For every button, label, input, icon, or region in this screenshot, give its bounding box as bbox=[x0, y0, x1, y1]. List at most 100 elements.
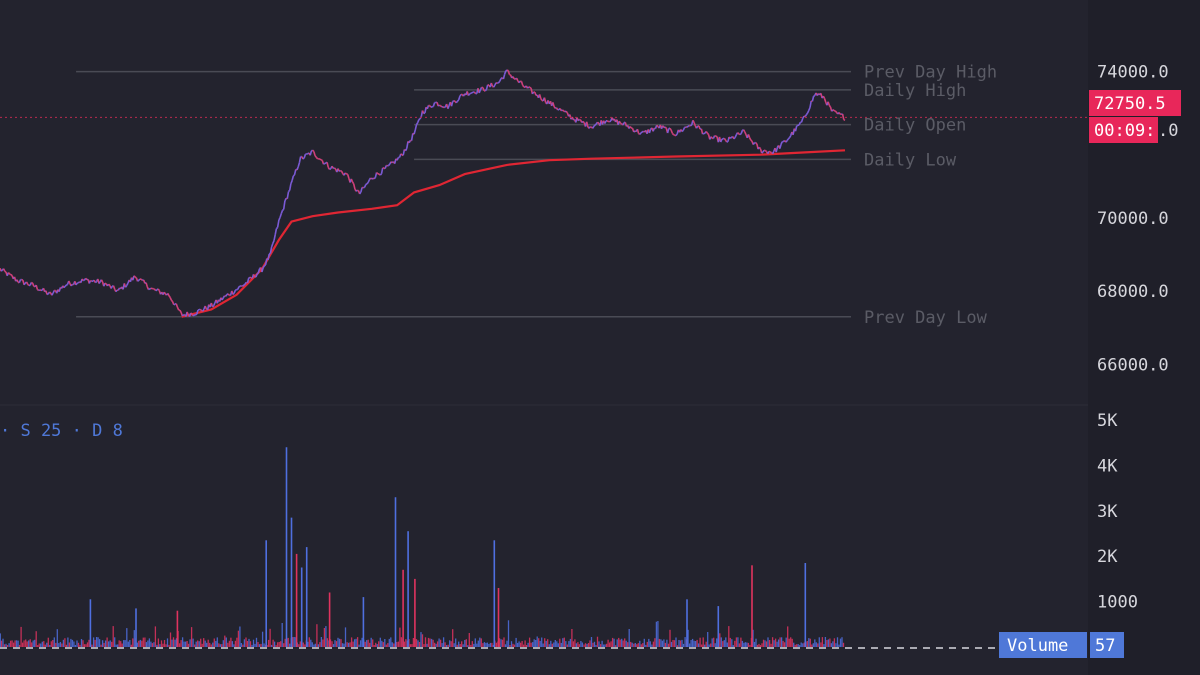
price-segment bbox=[554, 107, 557, 110]
price-segment bbox=[636, 128, 640, 134]
price-segment bbox=[811, 96, 815, 102]
price-segment bbox=[309, 150, 313, 156]
price-segment bbox=[779, 144, 782, 149]
price-segment bbox=[664, 126, 667, 129]
price-segment bbox=[686, 125, 689, 128]
price-segment bbox=[640, 131, 643, 134]
price-segment bbox=[662, 125, 665, 129]
price-segment bbox=[170, 299, 174, 303]
price-segment bbox=[204, 305, 208, 310]
price-segment bbox=[748, 137, 752, 141]
price-segment bbox=[379, 173, 383, 176]
price-segment bbox=[77, 281, 81, 284]
price-segment bbox=[242, 284, 245, 287]
volume-tick-label: 2K bbox=[1097, 547, 1118, 567]
price-segment bbox=[292, 174, 296, 177]
indicator-label[interactable]: · S 25 · D 8 bbox=[0, 421, 123, 441]
price-segment bbox=[65, 283, 69, 286]
last-price-tag-bg bbox=[1089, 90, 1181, 116]
price-segment bbox=[641, 130, 644, 133]
price-segment bbox=[82, 279, 85, 282]
price-segment bbox=[618, 120, 622, 124]
price-segment bbox=[355, 189, 358, 192]
price-segment bbox=[232, 292, 235, 296]
price-segment bbox=[413, 129, 417, 135]
price-segment bbox=[370, 177, 373, 180]
price-segment bbox=[63, 285, 66, 289]
price-segment bbox=[585, 121, 589, 128]
price-segment bbox=[543, 97, 547, 103]
price-segment bbox=[442, 106, 445, 109]
price-segment bbox=[148, 288, 151, 291]
price-segment bbox=[138, 278, 141, 281]
price-segment bbox=[290, 180, 293, 184]
price-segment bbox=[729, 136, 733, 139]
price-segment bbox=[478, 89, 482, 94]
price-segment bbox=[593, 124, 596, 127]
price-segment bbox=[351, 181, 355, 185]
price-segment bbox=[340, 170, 344, 174]
price-segment bbox=[805, 112, 809, 116]
price-segment bbox=[0, 269, 3, 272]
price-segment bbox=[297, 162, 301, 168]
price-segment bbox=[531, 91, 535, 95]
price-tick-partial: .0 bbox=[1158, 121, 1178, 141]
price-segment bbox=[25, 281, 29, 285]
price-segment bbox=[276, 219, 280, 228]
price-segment bbox=[719, 138, 723, 143]
price-segment bbox=[813, 94, 816, 97]
price-segment bbox=[553, 106, 556, 109]
price-segment bbox=[288, 183, 292, 191]
price-segment bbox=[738, 133, 741, 136]
price-segment bbox=[4, 270, 7, 273]
level-label: Prev Day Low bbox=[864, 308, 988, 328]
price-segment bbox=[268, 252, 271, 255]
price-segment bbox=[452, 100, 455, 103]
price-segment bbox=[453, 100, 456, 103]
price-segment bbox=[359, 191, 362, 195]
price-segment bbox=[692, 119, 695, 123]
price-segment bbox=[396, 157, 400, 161]
price-segment bbox=[561, 109, 565, 112]
price-segment bbox=[196, 309, 199, 315]
price-segment bbox=[339, 169, 343, 172]
price-segment bbox=[365, 183, 368, 186]
price-tick-label: 68000.0 bbox=[1097, 282, 1169, 302]
price-segment bbox=[404, 148, 408, 152]
level-label: Daily Low bbox=[864, 150, 957, 170]
price-segment bbox=[512, 76, 515, 80]
price-segment bbox=[324, 162, 327, 165]
price-segment bbox=[470, 91, 473, 95]
price-segment bbox=[23, 282, 26, 286]
price-segment bbox=[68, 280, 71, 285]
price-segment bbox=[642, 130, 646, 133]
price-segment bbox=[52, 290, 56, 294]
price-segment bbox=[124, 284, 128, 288]
price-segment bbox=[318, 158, 321, 161]
volume-axis: 5K 4K 3K 2K 1000 bbox=[1097, 411, 1138, 613]
price-segment bbox=[241, 285, 243, 288]
price-segment bbox=[363, 184, 367, 188]
price-segment bbox=[133, 275, 136, 278]
price-segment bbox=[669, 127, 672, 131]
price-segment bbox=[239, 285, 242, 288]
price-segment bbox=[507, 70, 511, 75]
price-segment bbox=[728, 136, 731, 139]
price-segment bbox=[186, 311, 190, 316]
price-segment bbox=[787, 137, 791, 140]
price-segment bbox=[700, 128, 704, 135]
price-tick-label: 70000.0 bbox=[1097, 209, 1169, 229]
last-price-value: 72750.5 bbox=[1094, 94, 1166, 114]
price-segment bbox=[293, 169, 297, 176]
price-segment bbox=[198, 308, 201, 311]
price-segment bbox=[648, 128, 652, 134]
price-segment bbox=[638, 132, 641, 136]
price-segment bbox=[742, 128, 744, 132]
price-segment bbox=[373, 176, 377, 180]
volume-tag-value-bg bbox=[1090, 632, 1124, 658]
price-segment bbox=[450, 101, 454, 107]
price-segment bbox=[327, 167, 331, 170]
price-segment bbox=[155, 289, 158, 292]
